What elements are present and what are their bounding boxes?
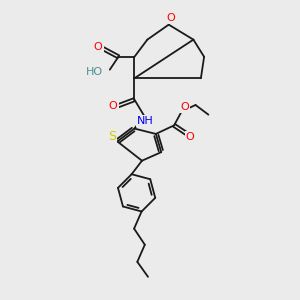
Text: O: O xyxy=(180,102,189,112)
Text: O: O xyxy=(109,101,117,111)
Text: O: O xyxy=(167,13,175,23)
Text: O: O xyxy=(186,132,195,142)
Text: NH: NH xyxy=(137,116,154,126)
Text: S: S xyxy=(108,130,116,142)
Text: HO: HO xyxy=(86,67,103,77)
Text: O: O xyxy=(94,42,102,52)
